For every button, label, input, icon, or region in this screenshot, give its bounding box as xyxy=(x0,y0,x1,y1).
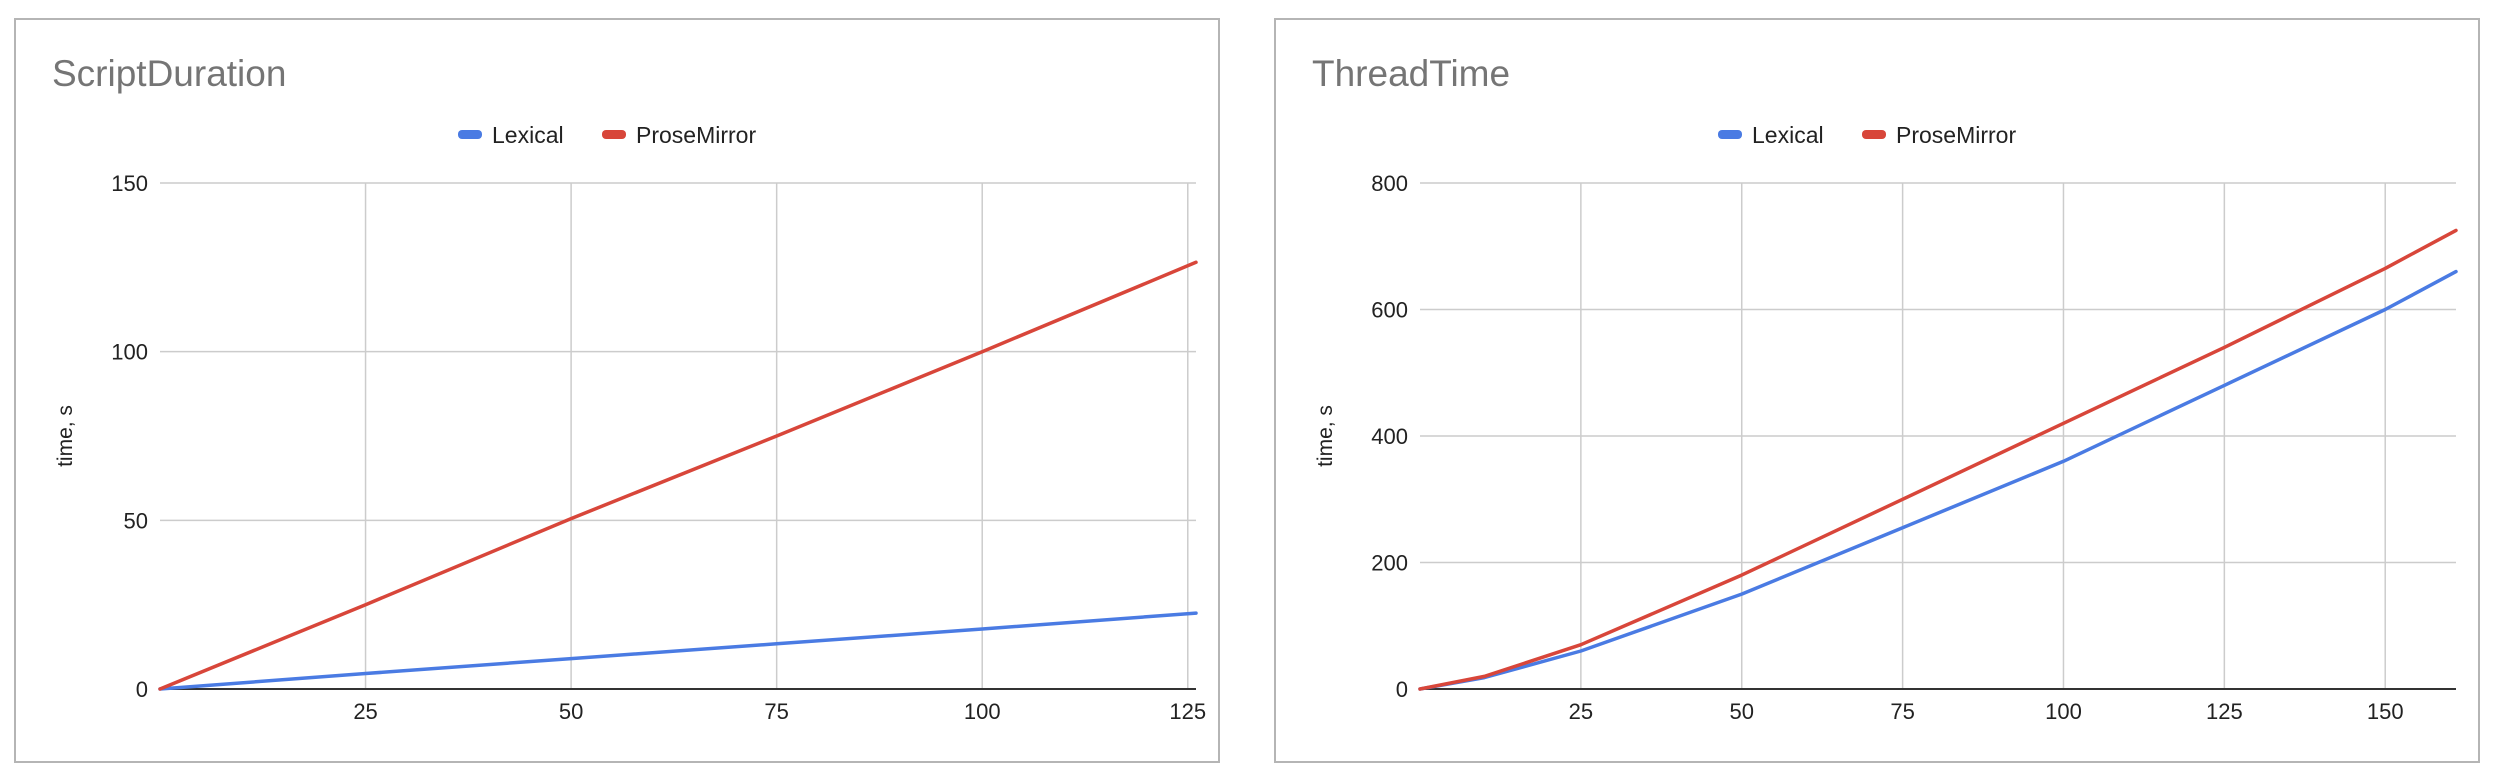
y-tick-label: 200 xyxy=(1371,551,1408,576)
chart-title: ThreadTime xyxy=(1312,53,1510,94)
y-tick-label: 50 xyxy=(124,508,148,533)
y-tick-label: 100 xyxy=(111,340,148,365)
x-tick-label: 50 xyxy=(1729,699,1753,724)
y-tick-label: 0 xyxy=(136,677,148,702)
legend-swatch-lexical xyxy=(1718,130,1742,139)
series-line-lexical xyxy=(1418,269,2458,691)
legend-label-prosemirror: ProseMirror xyxy=(1896,122,2016,148)
x-tick-label: 25 xyxy=(1569,699,1593,724)
chart-title: ScriptDuration xyxy=(52,53,286,94)
y-tick-label: 400 xyxy=(1371,424,1408,449)
x-tick-label: 100 xyxy=(2045,699,2082,724)
y-tick-label: 0 xyxy=(1396,677,1408,702)
legend-label-lexical: Lexical xyxy=(1752,122,1824,148)
x-tick-label: 150 xyxy=(2367,699,2404,724)
series-line-prosemirror xyxy=(158,260,1198,691)
legend-label-lexical: Lexical xyxy=(492,122,564,148)
chart-svg-thread-time: ThreadTime Lexical ProseMirror 0 200 400 600 80… xyxy=(1312,53,2458,724)
x-tick-label: 125 xyxy=(1169,699,1206,724)
y-tick-label: 800 xyxy=(1371,171,1408,196)
legend-swatch-prosemirror xyxy=(602,130,626,139)
x-tick-label: 25 xyxy=(353,699,377,724)
series-line-prosemirror xyxy=(1418,228,2458,691)
chart-panel-script-duration: ScriptDuration Lexical ProseMirror 0 50 100 15… xyxy=(14,18,1220,763)
x-tick-label: 75 xyxy=(764,699,788,724)
chart-svg-script-duration: ScriptDuration Lexical ProseMirror 0 50 100 15… xyxy=(52,53,1206,724)
x-tick-label: 100 xyxy=(964,699,1001,724)
y-tick-label: 150 xyxy=(111,171,148,196)
y-axis-title: time, s xyxy=(1314,405,1337,467)
y-tick-label: 600 xyxy=(1371,298,1408,323)
series-line-lexical xyxy=(158,611,1198,691)
legend-swatch-lexical xyxy=(458,130,482,139)
legend-swatch-prosemirror xyxy=(1862,130,1886,139)
x-tick-label: 125 xyxy=(2206,699,2243,724)
legend-label-prosemirror: ProseMirror xyxy=(636,122,756,148)
x-tick-label: 75 xyxy=(1890,699,1914,724)
x-tick-label: 50 xyxy=(559,699,583,724)
y-axis-title: time, s xyxy=(54,405,77,467)
chart-panel-thread-time: ThreadTime Lexical ProseMirror 0 200 400 600 80… xyxy=(1274,18,2480,763)
